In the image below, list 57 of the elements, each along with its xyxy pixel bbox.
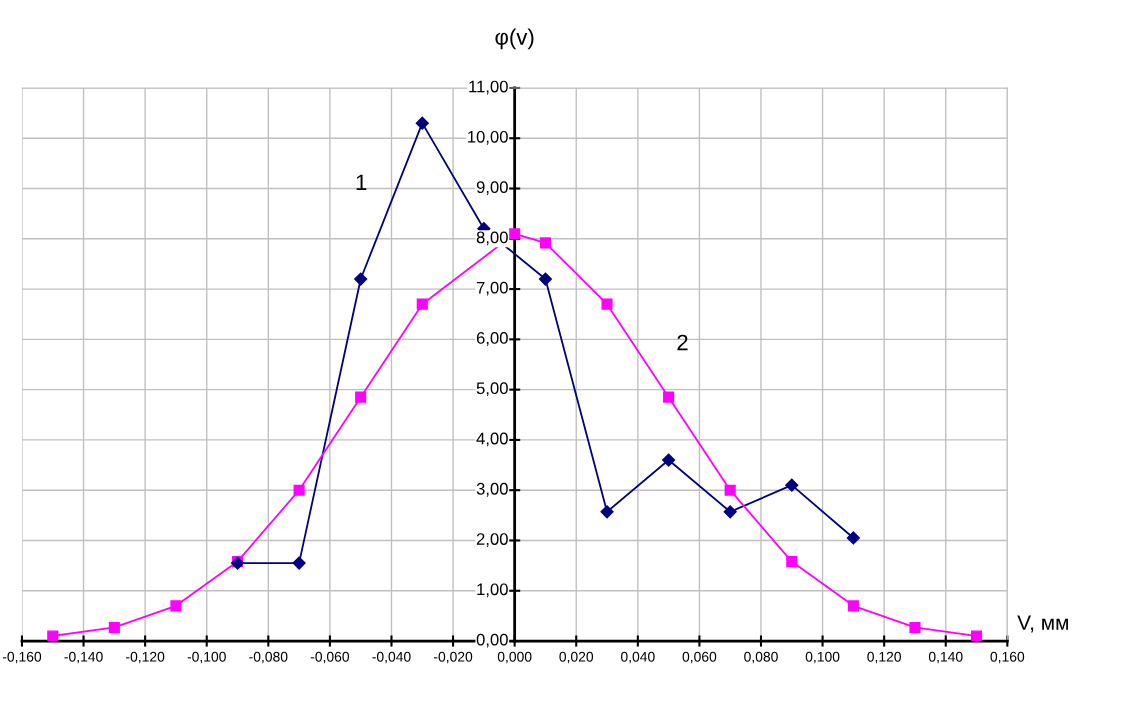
y-tick-label: 7,00 [476, 281, 508, 296]
x-axis-title: V, мм [1017, 615, 1068, 633]
x-tick-label: 0,080 [744, 651, 778, 664]
x-tick-label: -0,160 [2, 651, 42, 664]
point [170, 600, 182, 612]
point [601, 298, 613, 310]
point [847, 600, 859, 612]
point [47, 630, 59, 642]
series-label: 1 [356, 174, 367, 191]
y-axis-title: φ(v) [495, 28, 534, 50]
y-tick-label: 2,00 [476, 533, 508, 547]
x-tick-label: -0,080 [249, 651, 288, 664]
x-tick-label: -0,120 [126, 651, 165, 664]
x-tick-label: -0,060 [310, 651, 350, 664]
point [724, 484, 736, 496]
point [538, 272, 553, 286]
point [846, 531, 860, 545]
x-tick-label: -0,020 [433, 651, 473, 664]
y-tick-label: 10,00 [468, 130, 508, 145]
y-tick-label: 8,00 [476, 231, 508, 246]
point [292, 556, 306, 570]
x-tick-label: -0,140 [64, 651, 103, 664]
point [786, 556, 798, 568]
point [785, 478, 799, 492]
x-tick-label: 0,020 [559, 651, 594, 664]
y-tick-label: 6,00 [476, 332, 508, 346]
point [509, 228, 521, 240]
y-tick-label: 9,00 [476, 181, 508, 195]
x-tick-label: 0,060 [682, 651, 717, 664]
x-tick-label: 0,160 [990, 651, 1025, 664]
point [415, 116, 429, 130]
point [108, 621, 120, 634]
point [723, 505, 737, 519]
point [600, 505, 614, 519]
point [354, 272, 368, 286]
y-tick-label: 4,00 [476, 432, 508, 447]
point [355, 391, 367, 403]
series-label: 2 [677, 334, 688, 351]
x-tick-label: -0,100 [187, 651, 226, 664]
y-tick-label: 0,00 [476, 633, 508, 648]
point [293, 484, 305, 496]
x-tick-label: 0,000 [497, 651, 532, 664]
x-tick-label: 0,100 [805, 651, 840, 664]
y-tick-label: 3,00 [476, 482, 508, 497]
point [539, 237, 551, 249]
y-tick-label: 1,00 [477, 583, 508, 598]
point [909, 621, 921, 634]
x-tick-label: 0,040 [620, 651, 655, 664]
y-tick-label: 5,00 [476, 382, 508, 397]
x-tick-label: 0,140 [928, 651, 963, 664]
point [662, 453, 676, 467]
point [416, 298, 428, 310]
x-tick-label: 0,120 [867, 651, 901, 664]
y-tick-label: 11,00 [469, 80, 508, 95]
x-tick-label: -0,040 [372, 651, 411, 664]
point [970, 630, 983, 642]
point [663, 391, 675, 403]
